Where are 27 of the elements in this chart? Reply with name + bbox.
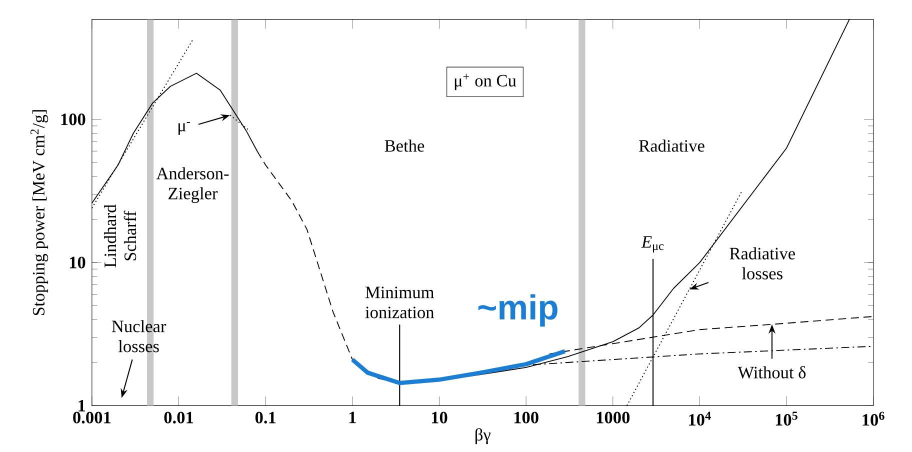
- annotation: μ$^{-}$: [178, 122, 190, 136]
- x-tick-label: 0.1: [255, 412, 276, 424]
- annotation: Without δ: [738, 366, 806, 379]
- annotation: Bethe: [384, 140, 424, 152]
- y-tick-label: 10: [70, 256, 86, 269]
- x-tick-label: 1000: [596, 412, 630, 424]
- x-axis-title: βγ: [476, 428, 490, 444]
- annotation: Anderson-Ziegler: [156, 167, 229, 204]
- ref-line-label: Minimum ionization: [365, 286, 434, 318]
- series-label: ~mip: [478, 294, 558, 327]
- x-tick-label: 10$^{5}$: [776, 412, 798, 426]
- annotation: Nuclear losses: [112, 320, 166, 352]
- y-tick-label: 1: [78, 400, 86, 412]
- x-tick-label: 1: [349, 412, 356, 424]
- y-tick-label: 100: [61, 114, 86, 126]
- x-tick-label: 10: [432, 412, 448, 424]
- annotation: Radiative: [639, 140, 704, 152]
- x-tick-label: 10$^{4}$: [689, 412, 711, 426]
- x-tick-label: 0.001: [73, 412, 111, 424]
- x-tick-label: 100: [514, 412, 538, 424]
- x-tick-label: 0.01: [164, 412, 194, 424]
- annotation: Radiative losses: [730, 247, 795, 280]
- y-axis-title: Stopping power [MeV cm$^{2}$/g]: [30, 110, 48, 316]
- ref-line-label: E$_{μc}$: [641, 236, 664, 253]
- annotation: μ$^{+}$ on Cu: [454, 74, 516, 90]
- x-tick-label: 10$^{6}$: [862, 412, 884, 426]
- annotation: Lindhard Scharff: [104, 204, 136, 268]
